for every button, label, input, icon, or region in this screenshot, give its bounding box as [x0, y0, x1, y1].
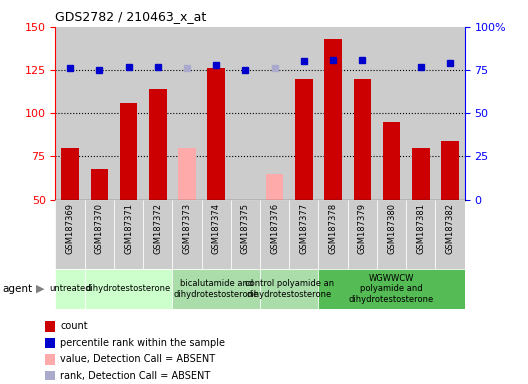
Text: value, Detection Call = ABSENT: value, Detection Call = ABSENT [60, 354, 215, 364]
Bar [149, 89, 166, 200]
Bar [44, 354, 55, 365]
Bar [84, 200, 114, 269]
Text: GSM187374: GSM187374 [212, 203, 221, 254]
Text: GSM187378: GSM187378 [328, 203, 337, 254]
Bar [348, 200, 377, 269]
Bar [436, 200, 465, 269]
Bar [260, 269, 318, 309]
Text: GSM187369: GSM187369 [65, 203, 74, 254]
Text: GSM187380: GSM187380 [387, 203, 396, 254]
Bar [289, 200, 318, 269]
Bar [172, 269, 260, 309]
Text: GSM187373: GSM187373 [183, 203, 192, 254]
Bar [143, 200, 172, 269]
Text: rank, Detection Call = ABSENT: rank, Detection Call = ABSENT [60, 371, 211, 381]
Text: GSM187382: GSM187382 [446, 203, 455, 254]
Bar [383, 122, 400, 200]
Bar [44, 371, 55, 381]
Bar [324, 39, 342, 200]
Bar [90, 169, 108, 200]
Bar [202, 200, 231, 269]
Bar [377, 200, 406, 269]
Bar [55, 269, 84, 309]
Bar [178, 148, 196, 200]
Bar [354, 79, 371, 200]
Bar [120, 103, 137, 200]
Bar [441, 141, 459, 200]
Text: ▶: ▶ [36, 284, 44, 294]
Text: bicalutamide and
dihydrotestosterone: bicalutamide and dihydrotestosterone [174, 279, 259, 299]
Bar [55, 200, 84, 269]
Text: GSM187376: GSM187376 [270, 203, 279, 254]
Text: GDS2782 / 210463_x_at: GDS2782 / 210463_x_at [55, 10, 206, 23]
Bar [84, 269, 172, 309]
Text: GSM187372: GSM187372 [153, 203, 162, 254]
Bar [114, 200, 143, 269]
Text: GSM187377: GSM187377 [299, 203, 308, 254]
Text: control polyamide an
dihydrotestosterone: control polyamide an dihydrotestosterone [244, 279, 334, 299]
Text: agent: agent [3, 284, 33, 294]
Text: dihydrotestosterone: dihydrotestosterone [86, 285, 171, 293]
Text: GSM187379: GSM187379 [358, 203, 367, 254]
Bar [44, 338, 55, 348]
Text: GSM187375: GSM187375 [241, 203, 250, 254]
Text: percentile rank within the sample: percentile rank within the sample [60, 338, 225, 348]
Text: WGWWCW
polyamide and
dihydrotestosterone: WGWWCW polyamide and dihydrotestosterone [349, 274, 434, 304]
Bar [44, 321, 55, 332]
Text: GSM187371: GSM187371 [124, 203, 133, 254]
Bar [231, 200, 260, 269]
Text: GSM187370: GSM187370 [95, 203, 104, 254]
Bar [172, 200, 202, 269]
Bar [295, 79, 313, 200]
Text: GSM187381: GSM187381 [416, 203, 425, 254]
Bar [260, 200, 289, 269]
Bar [208, 68, 225, 200]
Bar [61, 148, 79, 200]
Text: count: count [60, 321, 88, 331]
Bar [318, 269, 465, 309]
Text: untreated: untreated [49, 285, 91, 293]
Bar [412, 148, 430, 200]
Bar [318, 200, 348, 269]
Bar [266, 174, 284, 200]
Bar [406, 200, 436, 269]
